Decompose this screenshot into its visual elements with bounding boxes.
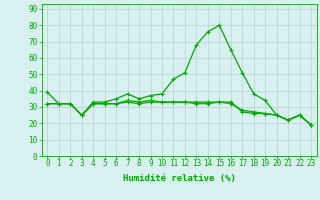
X-axis label: Humidité relative (%): Humidité relative (%) — [123, 174, 236, 183]
